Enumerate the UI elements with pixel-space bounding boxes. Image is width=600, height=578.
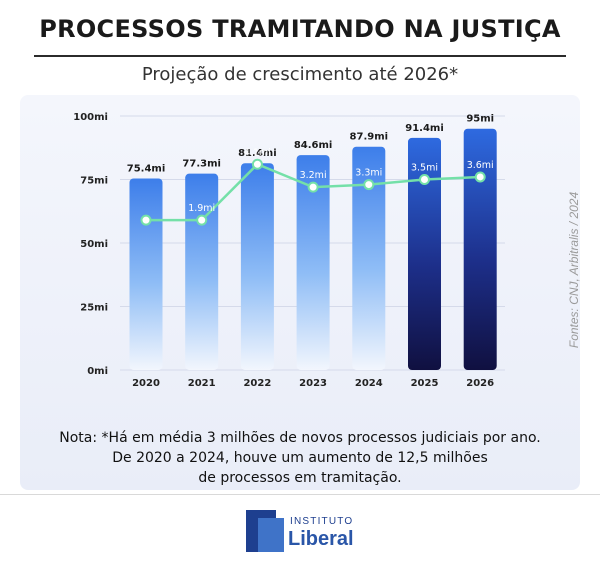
bar [129, 178, 163, 370]
x-tick-label: 2021 [188, 378, 216, 389]
logo-text-bottom: Liberal [288, 528, 354, 550]
y-tick-label: 100mi [73, 112, 108, 123]
chart-subtitle: Projeção de crescimento até 2026* [141, 64, 459, 85]
x-tick-label: 2022 [243, 378, 271, 389]
bar-value-label: 87.9mi [350, 132, 389, 143]
x-tick-label: 2025 [411, 378, 439, 389]
y-tick-label: 50mi [80, 239, 108, 250]
bar [240, 163, 274, 370]
footnote-line-2: De 2020 a 2024, houve um aumento de 12,5… [112, 450, 488, 466]
x-tick-label: 2020 [132, 378, 160, 389]
growth-label: 3.2mi [300, 170, 327, 181]
logo-text-top: INSTITUTO [290, 516, 354, 527]
growth-label: 4.1mi [244, 147, 271, 158]
footnote: Nota: *Há em média 3 milhões de novos pr… [0, 428, 600, 488]
bar-value-label: 77.3mi [182, 159, 221, 170]
bar [352, 146, 386, 370]
title-divider [34, 55, 566, 57]
bar [408, 137, 441, 370]
source-credit: Fontes: CNJ, Arbitralis / 2024 [567, 191, 581, 349]
bar [185, 173, 219, 370]
y-tick-label: 25mi [80, 303, 108, 314]
y-tick-label: 75mi [80, 176, 108, 187]
growth-point [140, 214, 152, 226]
bar-value-label: 81.4mi [238, 148, 277, 159]
instituto-liberal-logo: INSTITUTO Liberal [246, 508, 358, 556]
growth-point [363, 179, 375, 191]
bar [463, 128, 497, 370]
bar-chart: 0mi 25mi 50mi 75mi 100mi 75.4mi 2020 77.3mi 2021… [73, 112, 505, 389]
footnote-line-1: Nota: *Há em média 3 milhões de novos pr… [59, 430, 541, 446]
x-tick-label: 2024 [355, 378, 383, 389]
footer-divider [0, 494, 600, 495]
growth-point [474, 171, 486, 183]
bar-value-label: 95mi [466, 114, 494, 125]
growth-label: 3.6mi [467, 160, 494, 171]
x-tick-label: 2026 [466, 378, 494, 389]
growth-point [196, 214, 208, 226]
bar [296, 155, 330, 370]
growth-point [251, 158, 263, 170]
footnote-line-3: de processos em tramitação. [198, 470, 402, 486]
bar-value-label: 75.4mi [127, 163, 166, 174]
growth-point [419, 174, 430, 185]
growth-point [307, 181, 319, 193]
bar-value-label: 84.6mi [294, 140, 333, 151]
growth-label: 3.5mi [411, 163, 438, 174]
chart-title: PROCESSOS TRAMITANDO NA JUSTIÇA [39, 15, 561, 43]
bar-value-label: 91.4mi [405, 123, 444, 134]
y-tick-label: 0mi [87, 366, 108, 377]
x-tick-label: 2023 [299, 378, 327, 389]
growth-label: 1.9mi [188, 203, 215, 214]
growth-label: 3.3mi [355, 168, 382, 179]
logo-mark-front [258, 518, 284, 552]
